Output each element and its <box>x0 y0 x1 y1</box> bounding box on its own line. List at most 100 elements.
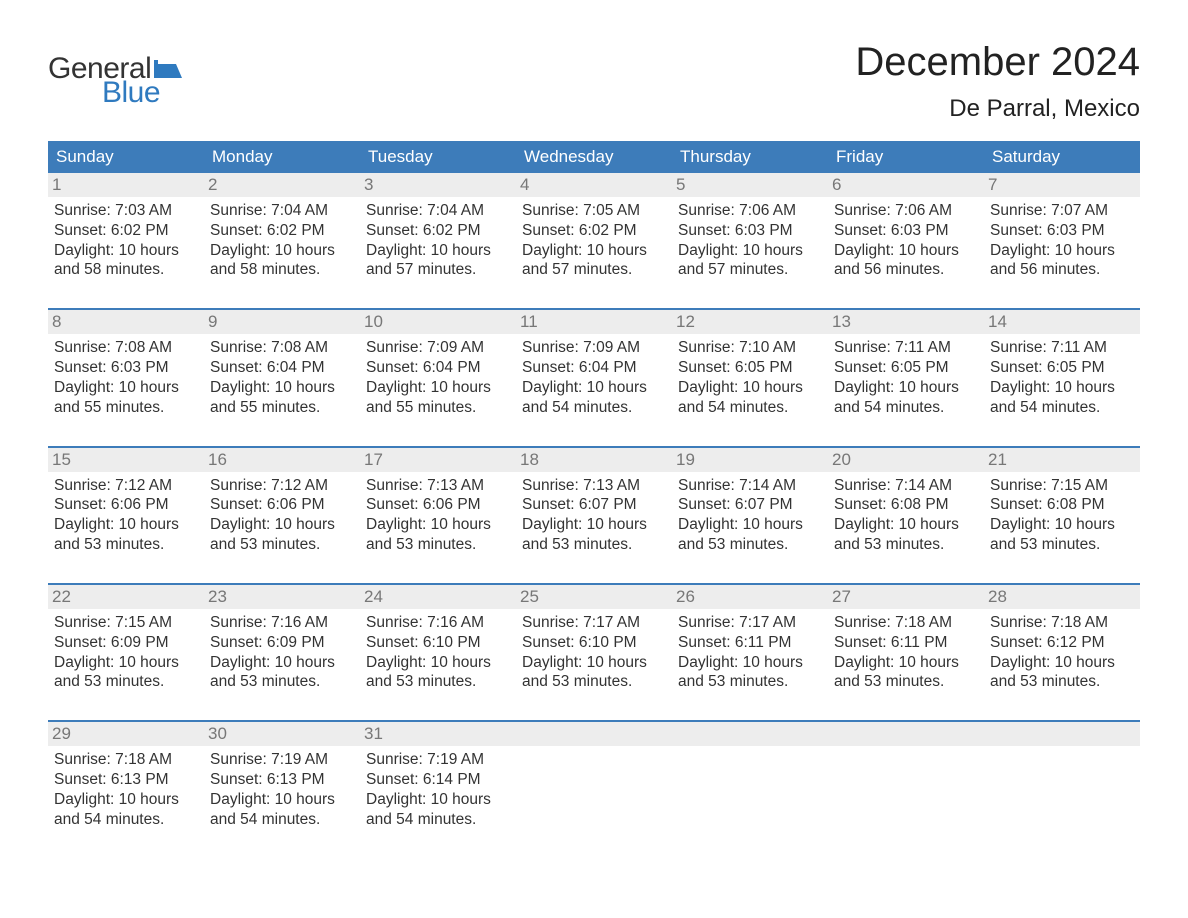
calendar-cell: Sunrise: 7:19 AMSunset: 6:13 PMDaylight:… <box>204 746 360 835</box>
calendar-week: 22232425262728Sunrise: 7:15 AMSunset: 6:… <box>48 583 1140 698</box>
day-number: 20 <box>828 448 984 472</box>
day-number-row: 891011121314 <box>48 310 1140 334</box>
day-of-week: Friday <box>828 141 984 173</box>
daylight-line: Daylight: 10 hours and 53 minutes. <box>54 653 198 693</box>
daylight-line: Daylight: 10 hours and 54 minutes. <box>54 790 198 830</box>
day-number: 10 <box>360 310 516 334</box>
daylight-line: Daylight: 10 hours and 53 minutes. <box>990 515 1134 555</box>
brand-word2: Blue <box>48 78 182 108</box>
sunrise-line: Sunrise: 7:19 AM <box>366 750 510 770</box>
sunrise-line: Sunrise: 7:05 AM <box>522 201 666 221</box>
day-of-week: Monday <box>204 141 360 173</box>
calendar-week: 15161718192021Sunrise: 7:12 AMSunset: 6:… <box>48 446 1140 561</box>
sunrise-line: Sunrise: 7:14 AM <box>834 476 978 496</box>
sunset-line: Sunset: 6:12 PM <box>990 633 1134 653</box>
calendar-cell: Sunrise: 7:18 AMSunset: 6:13 PMDaylight:… <box>48 746 204 835</box>
daylight-line: Daylight: 10 hours and 53 minutes. <box>678 653 822 693</box>
day-number: 4 <box>516 173 672 197</box>
daylight-line: Daylight: 10 hours and 54 minutes. <box>522 378 666 418</box>
sunset-line: Sunset: 6:03 PM <box>990 221 1134 241</box>
calendar-cell: Sunrise: 7:18 AMSunset: 6:12 PMDaylight:… <box>984 609 1140 698</box>
day-number: 18 <box>516 448 672 472</box>
day-number: 31 <box>360 722 516 746</box>
sunset-line: Sunset: 6:08 PM <box>834 495 978 515</box>
sunrise-line: Sunrise: 7:09 AM <box>522 338 666 358</box>
daylight-line: Daylight: 10 hours and 53 minutes. <box>210 515 354 555</box>
daylight-line: Daylight: 10 hours and 54 minutes. <box>366 790 510 830</box>
sunset-line: Sunset: 6:04 PM <box>366 358 510 378</box>
calendar-cell: Sunrise: 7:05 AMSunset: 6:02 PMDaylight:… <box>516 197 672 286</box>
sunrise-line: Sunrise: 7:13 AM <box>366 476 510 496</box>
month-title: December 2024 <box>855 40 1140 85</box>
day-number: 29 <box>48 722 204 746</box>
sunset-line: Sunset: 6:11 PM <box>834 633 978 653</box>
sunrise-line: Sunrise: 7:12 AM <box>210 476 354 496</box>
sunset-line: Sunset: 6:03 PM <box>54 358 198 378</box>
page-header: General Blue December 2024 De Parral, Me… <box>48 40 1140 123</box>
calendar-cell: Sunrise: 7:10 AMSunset: 6:05 PMDaylight:… <box>672 334 828 423</box>
sunrise-line: Sunrise: 7:16 AM <box>210 613 354 633</box>
day-number: 30 <box>204 722 360 746</box>
day-number: 2 <box>204 173 360 197</box>
daylight-line: Daylight: 10 hours and 55 minutes. <box>54 378 198 418</box>
day-of-week: Sunday <box>48 141 204 173</box>
sunset-line: Sunset: 6:02 PM <box>522 221 666 241</box>
sunrise-line: Sunrise: 7:06 AM <box>834 201 978 221</box>
daylight-line: Daylight: 10 hours and 56 minutes. <box>990 241 1134 281</box>
calendar-cell: Sunrise: 7:06 AMSunset: 6:03 PMDaylight:… <box>828 197 984 286</box>
sunset-line: Sunset: 6:06 PM <box>54 495 198 515</box>
day-number: 5 <box>672 173 828 197</box>
daylight-line: Daylight: 10 hours and 57 minutes. <box>678 241 822 281</box>
day-number: 7 <box>984 173 1140 197</box>
calendar-cell: Sunrise: 7:11 AMSunset: 6:05 PMDaylight:… <box>828 334 984 423</box>
daylight-line: Daylight: 10 hours and 54 minutes. <box>210 790 354 830</box>
calendar-cell: Sunrise: 7:03 AMSunset: 6:02 PMDaylight:… <box>48 197 204 286</box>
day-number: 28 <box>984 585 1140 609</box>
sunset-line: Sunset: 6:08 PM <box>990 495 1134 515</box>
day-number: 27 <box>828 585 984 609</box>
daylight-line: Daylight: 10 hours and 54 minutes. <box>834 378 978 418</box>
day-number-row: 293031 <box>48 722 1140 746</box>
sunset-line: Sunset: 6:07 PM <box>678 495 822 515</box>
sunset-line: Sunset: 6:02 PM <box>54 221 198 241</box>
sunrise-line: Sunrise: 7:17 AM <box>522 613 666 633</box>
sunrise-line: Sunrise: 7:18 AM <box>990 613 1134 633</box>
day-number: 3 <box>360 173 516 197</box>
sunrise-line: Sunrise: 7:07 AM <box>990 201 1134 221</box>
day-number: 14 <box>984 310 1140 334</box>
day-number: 25 <box>516 585 672 609</box>
sunrise-line: Sunrise: 7:11 AM <box>834 338 978 358</box>
day-number: 9 <box>204 310 360 334</box>
calendar-cell: Sunrise: 7:17 AMSunset: 6:10 PMDaylight:… <box>516 609 672 698</box>
calendar-cell: Sunrise: 7:16 AMSunset: 6:10 PMDaylight:… <box>360 609 516 698</box>
daylight-line: Daylight: 10 hours and 53 minutes. <box>678 515 822 555</box>
sunset-line: Sunset: 6:02 PM <box>210 221 354 241</box>
calendar-cell: Sunrise: 7:08 AMSunset: 6:04 PMDaylight:… <box>204 334 360 423</box>
sunrise-line: Sunrise: 7:08 AM <box>210 338 354 358</box>
sunset-line: Sunset: 6:03 PM <box>678 221 822 241</box>
sunset-line: Sunset: 6:05 PM <box>990 358 1134 378</box>
calendar-cell: Sunrise: 7:09 AMSunset: 6:04 PMDaylight:… <box>516 334 672 423</box>
sunrise-line: Sunrise: 7:14 AM <box>678 476 822 496</box>
sunrise-line: Sunrise: 7:16 AM <box>366 613 510 633</box>
sunset-line: Sunset: 6:13 PM <box>210 770 354 790</box>
day-number: 15 <box>48 448 204 472</box>
sunset-line: Sunset: 6:09 PM <box>210 633 354 653</box>
sunset-line: Sunset: 6:06 PM <box>366 495 510 515</box>
daylight-line: Daylight: 10 hours and 53 minutes. <box>54 515 198 555</box>
daylight-line: Daylight: 10 hours and 53 minutes. <box>366 515 510 555</box>
day-number-row: 15161718192021 <box>48 448 1140 472</box>
sunrise-line: Sunrise: 7:03 AM <box>54 201 198 221</box>
day-of-week-header: SundayMondayTuesdayWednesdayThursdayFrid… <box>48 141 1140 173</box>
sunset-line: Sunset: 6:13 PM <box>54 770 198 790</box>
day-of-week: Wednesday <box>516 141 672 173</box>
sunset-line: Sunset: 6:05 PM <box>678 358 822 378</box>
sunrise-line: Sunrise: 7:10 AM <box>678 338 822 358</box>
calendar-cell: Sunrise: 7:17 AMSunset: 6:11 PMDaylight:… <box>672 609 828 698</box>
daylight-line: Daylight: 10 hours and 57 minutes. <box>522 241 666 281</box>
daylight-line: Daylight: 10 hours and 53 minutes. <box>366 653 510 693</box>
day-of-week: Thursday <box>672 141 828 173</box>
calendar-cell: Sunrise: 7:12 AMSunset: 6:06 PMDaylight:… <box>48 472 204 561</box>
calendar-cell: Sunrise: 7:19 AMSunset: 6:14 PMDaylight:… <box>360 746 516 835</box>
sunrise-line: Sunrise: 7:12 AM <box>54 476 198 496</box>
